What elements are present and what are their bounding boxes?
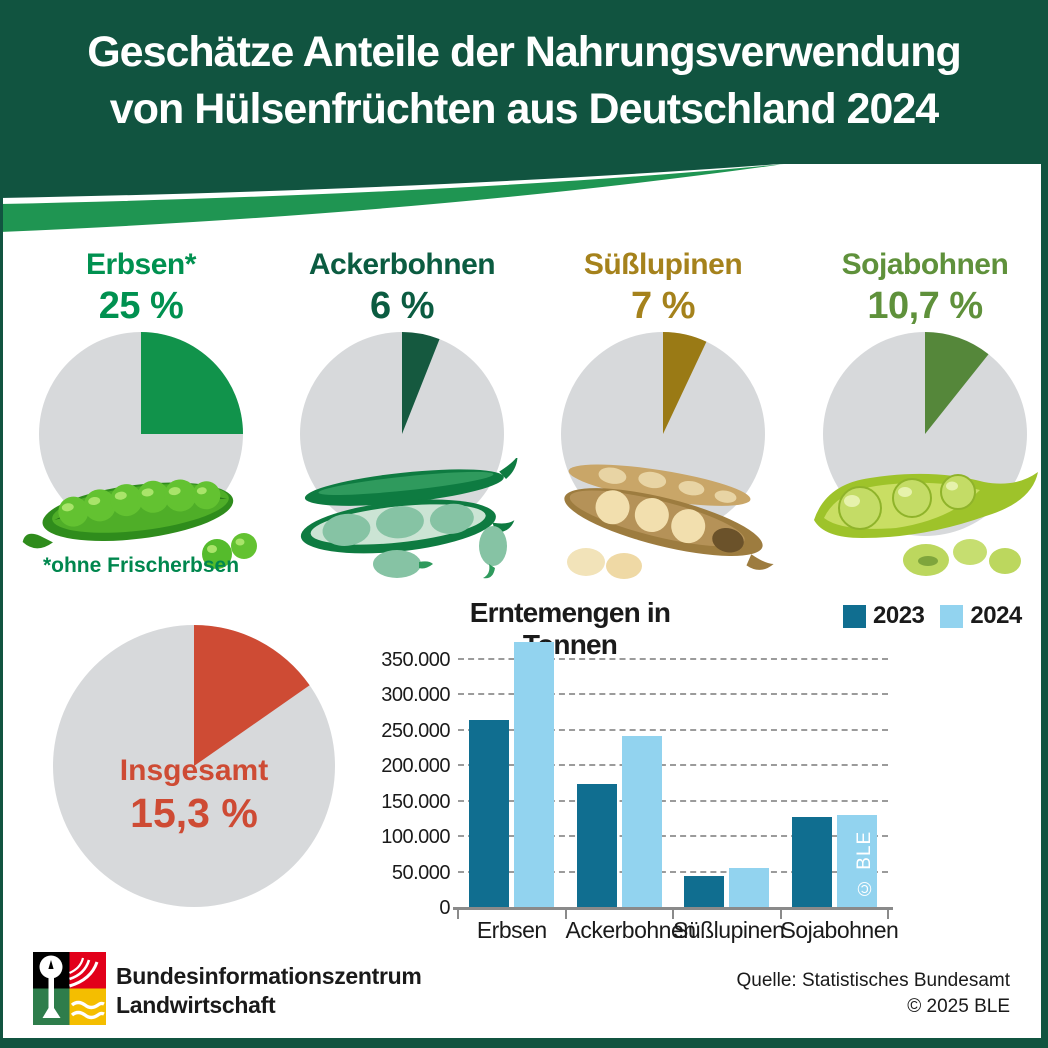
total-label: Insgesamt bbox=[119, 754, 269, 787]
header-swoosh bbox=[0, 162, 1048, 232]
x-category-label: Süßlupinen bbox=[673, 917, 785, 943]
soybean-pod-illustration bbox=[814, 472, 1038, 576]
legend-swatch-2023 bbox=[843, 604, 866, 628]
bar-2023-erbsen bbox=[469, 720, 510, 908]
x-category-label: Sojabohnen bbox=[780, 917, 899, 943]
legend-label-2023: 2023 bbox=[873, 602, 925, 629]
frame-border-bottom bbox=[0, 1038, 1048, 1048]
swoosh-green-band bbox=[0, 164, 784, 232]
bar-2024-sojabohnen bbox=[836, 815, 877, 908]
pie-insgesamt bbox=[53, 625, 335, 907]
legume-percent: 6 % bbox=[370, 285, 434, 327]
gridline bbox=[458, 693, 888, 696]
chart-legend: 2023 2024 bbox=[843, 602, 1022, 630]
frame-border-right bbox=[1041, 0, 1048, 1048]
pie-insgesamt-svg bbox=[53, 625, 335, 907]
legume-block-ackerbohnen: Ackerbohnen 6 % bbox=[271, 246, 533, 579]
faba-bean-illustration bbox=[300, 458, 518, 579]
legume-label: Sojabohnen bbox=[841, 248, 1009, 281]
bar-plot-area: 0 50.000 100.000 150.000 200.000 250.000 300.0… bbox=[381, 630, 899, 943]
erbsen-footnote: *ohne Frischerbsen bbox=[42, 554, 240, 577]
axis-tick bbox=[779, 909, 782, 919]
bar-2023-ackerbohnen bbox=[576, 784, 617, 908]
y-tick-label: 350.000 bbox=[381, 649, 450, 671]
gridline bbox=[458, 870, 888, 873]
bar-2024-erbsen bbox=[514, 642, 555, 908]
y-tick-label: 0 bbox=[439, 897, 450, 919]
legume-block-suesslupinen: Süßlupinen 7 % bbox=[532, 246, 794, 579]
y-tick-label: 150.000 bbox=[381, 790, 450, 813]
bar-2024-ackerbohnen bbox=[621, 735, 662, 908]
total-pie-block: Insgesamt 15,3 % bbox=[53, 625, 335, 907]
legume-block-erbsen: Erbsen* 25 % *ohne Fri bbox=[10, 246, 272, 577]
legume-label: Ackerbohnen bbox=[308, 248, 496, 281]
gridline bbox=[458, 764, 888, 767]
gridline bbox=[458, 728, 888, 731]
bar-2023-süßlupinen bbox=[684, 876, 725, 908]
y-tick-label: 200.000 bbox=[381, 755, 450, 778]
y-tick-label: 50.000 bbox=[391, 861, 451, 884]
x-axis-line bbox=[453, 907, 893, 910]
swoosh-dark-wedge bbox=[0, 162, 1048, 198]
org-name: Bundesinformationszentrum Landwirtschaft bbox=[116, 962, 422, 1020]
source-line: Quelle: Statistisches Bundesamt bbox=[736, 970, 1010, 991]
gridline bbox=[458, 799, 888, 802]
total-percent: 15,3 % bbox=[130, 790, 258, 836]
bar-2023-sojabohnen bbox=[791, 816, 832, 908]
legend-swatch-2024 bbox=[940, 604, 964, 628]
legume-percent: 7 % bbox=[631, 285, 695, 327]
legume-block-sojabohnen: Sojabohnen 10,7 % bbox=[794, 246, 1048, 576]
pea-pod-illustration bbox=[22, 479, 257, 569]
x-category-label: Erbsen bbox=[476, 917, 547, 943]
chart-title: Erntemengen in Tonnen bbox=[469, 597, 671, 660]
lupin-pod-illustration bbox=[564, 464, 774, 579]
ble-watermark: © BLE bbox=[854, 830, 875, 898]
axis-tick bbox=[457, 909, 459, 919]
page-title-line-2: von Hülsenfrüchten aus Deutschland 2024 bbox=[109, 85, 939, 133]
y-tick-label: 300.000 bbox=[381, 684, 450, 707]
legume-percent: 10,7 % bbox=[867, 285, 983, 327]
legend-label-2024: 2024 bbox=[970, 602, 1022, 629]
org-name-line-2: Landwirtschaft bbox=[116, 992, 276, 1018]
y-tick-label: 100.000 bbox=[381, 826, 450, 849]
legume-percent: 25 % bbox=[98, 285, 184, 327]
copyright-line: © 2025 BLE bbox=[907, 996, 1010, 1017]
frame-border-left bbox=[0, 0, 3, 1048]
bar-2024-süßlupinen bbox=[729, 867, 770, 908]
axis-tick bbox=[887, 909, 889, 919]
legume-label: Süßlupinen bbox=[583, 248, 743, 281]
axis-tick bbox=[564, 909, 567, 919]
bzl-logo bbox=[33, 952, 106, 1025]
axis-tick bbox=[672, 909, 674, 919]
total-pie-text: Insgesamt 15,3 % bbox=[53, 753, 335, 837]
source-credit: Quelle: Statistisches Bundesamt © 2025 B… bbox=[736, 968, 1010, 1020]
gridline bbox=[458, 658, 888, 660]
legume-label: Erbsen* bbox=[86, 248, 196, 281]
header: Geschätze Anteile der Nahrungsverwendung… bbox=[0, 0, 1048, 163]
x-category-label: Ackerbohnen bbox=[565, 917, 697, 943]
gridline bbox=[458, 835, 888, 838]
page-title-line-1: Geschätze Anteile der Nahrungsverwendung bbox=[87, 28, 962, 76]
y-tick-label: 250.000 bbox=[381, 719, 450, 742]
org-name-line-1: Bundesinformationszentrum bbox=[116, 963, 422, 989]
